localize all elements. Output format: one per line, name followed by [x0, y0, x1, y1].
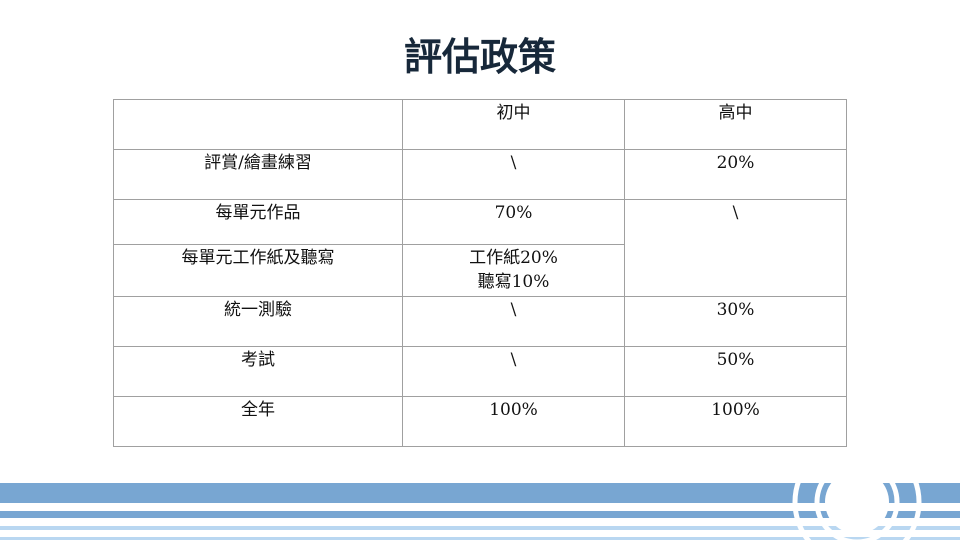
header-cell-empty [113, 99, 403, 150]
footer-stripes-decoration [0, 470, 960, 540]
circle-center [825, 470, 889, 534]
junior-line: 工作紙20% [469, 248, 558, 268]
table-row: 考試 \ 50% [113, 346, 847, 397]
ring-outer [792, 470, 922, 540]
junior-value: 工作紙20% 聽寫10% [402, 244, 625, 297]
ring-inner [814, 470, 900, 540]
header-senior: 高中 [624, 99, 847, 150]
row-label: 每單元作品 [113, 199, 403, 245]
table-row: 評賞/繪畫練習 \ 20% [113, 149, 847, 200]
row-label: 每單元工作紙及聽寫 [113, 244, 403, 297]
junior-value: \ [402, 149, 625, 200]
senior-value: 100% [624, 396, 847, 447]
senior-value: 30% [624, 296, 847, 347]
junior-value: \ [402, 296, 625, 347]
light-band [0, 526, 960, 530]
junior-value: 70% [402, 199, 625, 245]
table-row: 每單元工作紙及聽寫 工作紙20% 聽寫10% [113, 244, 847, 297]
table-row: 全年 100% 100% [113, 396, 847, 447]
junior-value: 100% [402, 396, 625, 447]
junior-line: 聽寫10% [477, 272, 550, 292]
light-band [0, 537, 960, 540]
table-row: 每單元作品 70% \ [113, 199, 847, 297]
row-label: 全年 [113, 396, 403, 447]
assessment-table: 初中 高中 評賞/繪畫練習 \ 20% 每單元作品 70% \ 每單元工作紙及聽… [113, 99, 847, 447]
senior-value: 20% [624, 149, 847, 200]
dark-band [0, 483, 960, 503]
row-label: 考試 [113, 346, 403, 397]
slide-title: 評估政策 [403, 34, 556, 79]
row-label: 統一測驗 [113, 296, 403, 347]
table-header-row: 初中 高中 [113, 99, 847, 150]
senior-value: \ [624, 199, 847, 297]
row-label: 評賞/繪畫練習 [113, 149, 403, 200]
table-row: 統一測驗 \ 30% [113, 296, 847, 347]
dark-thin-band [0, 511, 960, 518]
header-junior: 初中 [402, 99, 625, 150]
senior-value: 50% [624, 346, 847, 397]
junior-value: \ [402, 346, 625, 397]
